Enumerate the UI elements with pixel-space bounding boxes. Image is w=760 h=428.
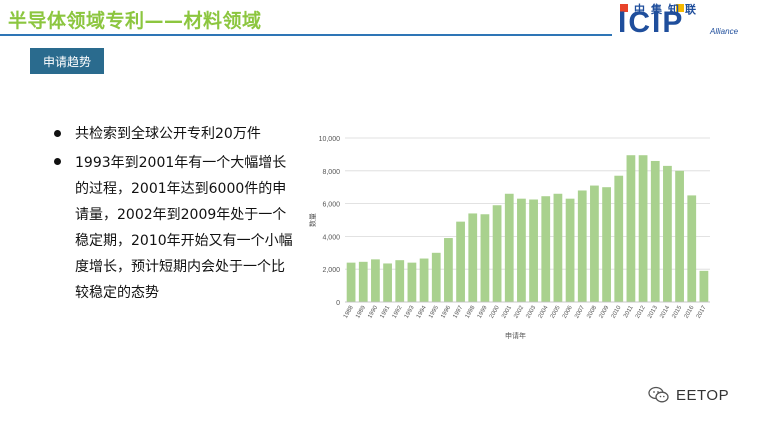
bar <box>468 213 478 302</box>
bar <box>517 198 526 302</box>
logo-red-square <box>620 4 628 12</box>
x-tick-label: 2000 <box>489 304 501 319</box>
bar <box>614 175 624 302</box>
watermark-text: EETOP <box>676 386 730 404</box>
x-axis-title: 申请年 <box>505 331 526 340</box>
x-tick-label: 2010 <box>611 304 623 319</box>
bullet-text: 1993年到2001年有一个大幅增长的过程，2001年达到6000件的申请量，2… <box>75 155 293 301</box>
bar <box>687 195 697 302</box>
x-tick-label: 2017 <box>696 304 708 319</box>
logo: 中集知联 ICIP Alliance <box>614 2 754 39</box>
x-tick-label: 1997 <box>452 304 464 319</box>
bar <box>456 221 465 302</box>
x-tick-label: 1990 <box>367 304 379 319</box>
x-tick-label: 1998 <box>465 304 477 319</box>
bar <box>626 155 636 302</box>
logo-yellow-square <box>676 4 684 12</box>
x-tick-label: 1996 <box>440 304 452 319</box>
x-tick-label: 2011 <box>623 304 635 319</box>
x-tick-label: 2005 <box>550 304 562 319</box>
x-tick-label: 2007 <box>574 304 586 319</box>
y-axis-title: 数量 <box>308 213 317 227</box>
x-tick-label: 2006 <box>562 304 574 319</box>
section-badge: 申请趋势 <box>30 48 104 74</box>
logo-main-text: ICIP <box>618 6 685 39</box>
bullet-item: 共检索到全球公开专利20万件 <box>48 122 298 146</box>
bar <box>383 263 392 302</box>
bar <box>553 193 563 302</box>
y-tick-label: 2,000 <box>322 267 340 274</box>
bar <box>431 252 441 302</box>
bar <box>675 170 684 302</box>
x-tick-label: 2002 <box>513 304 525 319</box>
bar <box>492 205 502 302</box>
x-tick-label: 1992 <box>392 304 404 319</box>
bullet-dot <box>54 130 61 137</box>
bar <box>480 214 490 302</box>
y-tick-label: 8,000 <box>322 169 340 176</box>
bar <box>541 196 551 302</box>
bullet-list: 共检索到全球公开专利20万件 1993年到2001年有一个大幅增长的过程，200… <box>48 122 298 306</box>
bar <box>395 260 405 302</box>
bar <box>565 198 575 302</box>
x-tick-label: 2012 <box>635 304 647 319</box>
x-tick-label: 2016 <box>684 304 696 319</box>
bar <box>650 160 660 302</box>
x-tick-label: 2001 <box>501 304 513 319</box>
y-tick-label: 6,000 <box>322 202 340 209</box>
x-tick-label: 2014 <box>659 304 671 319</box>
bullet-text: 共检索到全球公开专利20万件 <box>75 126 261 142</box>
bullet-dot <box>54 158 61 165</box>
bar <box>346 262 356 302</box>
x-tick-label: 2004 <box>538 304 550 319</box>
y-tick-label: 4,000 <box>322 234 340 241</box>
bar <box>577 190 587 302</box>
watermark: EETOP <box>648 386 729 404</box>
x-tick-label: 2008 <box>586 304 598 319</box>
bar <box>590 185 599 302</box>
bar <box>699 270 709 302</box>
x-tick-label: 1991 <box>379 304 391 319</box>
bar <box>663 165 672 302</box>
bar <box>407 262 417 302</box>
x-tick-label: 2015 <box>671 304 683 319</box>
x-tick-label: 1995 <box>428 304 440 319</box>
x-tick-label: 1988 <box>343 304 355 319</box>
logo-chinese-name: 中集知联 <box>634 3 702 16</box>
x-tick-label: 1993 <box>404 304 416 319</box>
wechat-icon <box>648 386 669 403</box>
bar <box>444 238 453 302</box>
x-tick-label: 2013 <box>647 304 659 319</box>
x-tick-label: 1989 <box>355 304 367 319</box>
logo-subtitle: Alliance <box>710 27 739 36</box>
bar <box>504 193 514 302</box>
bar <box>371 259 380 302</box>
y-tick-label: 0 <box>336 300 340 307</box>
x-tick-label: 2009 <box>598 304 610 319</box>
bar <box>529 199 538 302</box>
header-divider <box>0 34 612 36</box>
x-tick-label: 2003 <box>525 304 537 319</box>
bar <box>638 155 648 302</box>
bar <box>419 258 429 302</box>
x-tick-label: 1999 <box>477 304 489 319</box>
x-tick-label: 1994 <box>416 304 428 319</box>
bullet-item: 1993年到2001年有一个大幅增长的过程，2001年达到6000件的申请量，2… <box>48 150 298 306</box>
bar <box>602 187 611 302</box>
y-tick-label: 10,000 <box>319 136 341 143</box>
page-title: 半导体领域专利——材料领域 <box>8 10 262 32</box>
bar <box>358 261 368 302</box>
